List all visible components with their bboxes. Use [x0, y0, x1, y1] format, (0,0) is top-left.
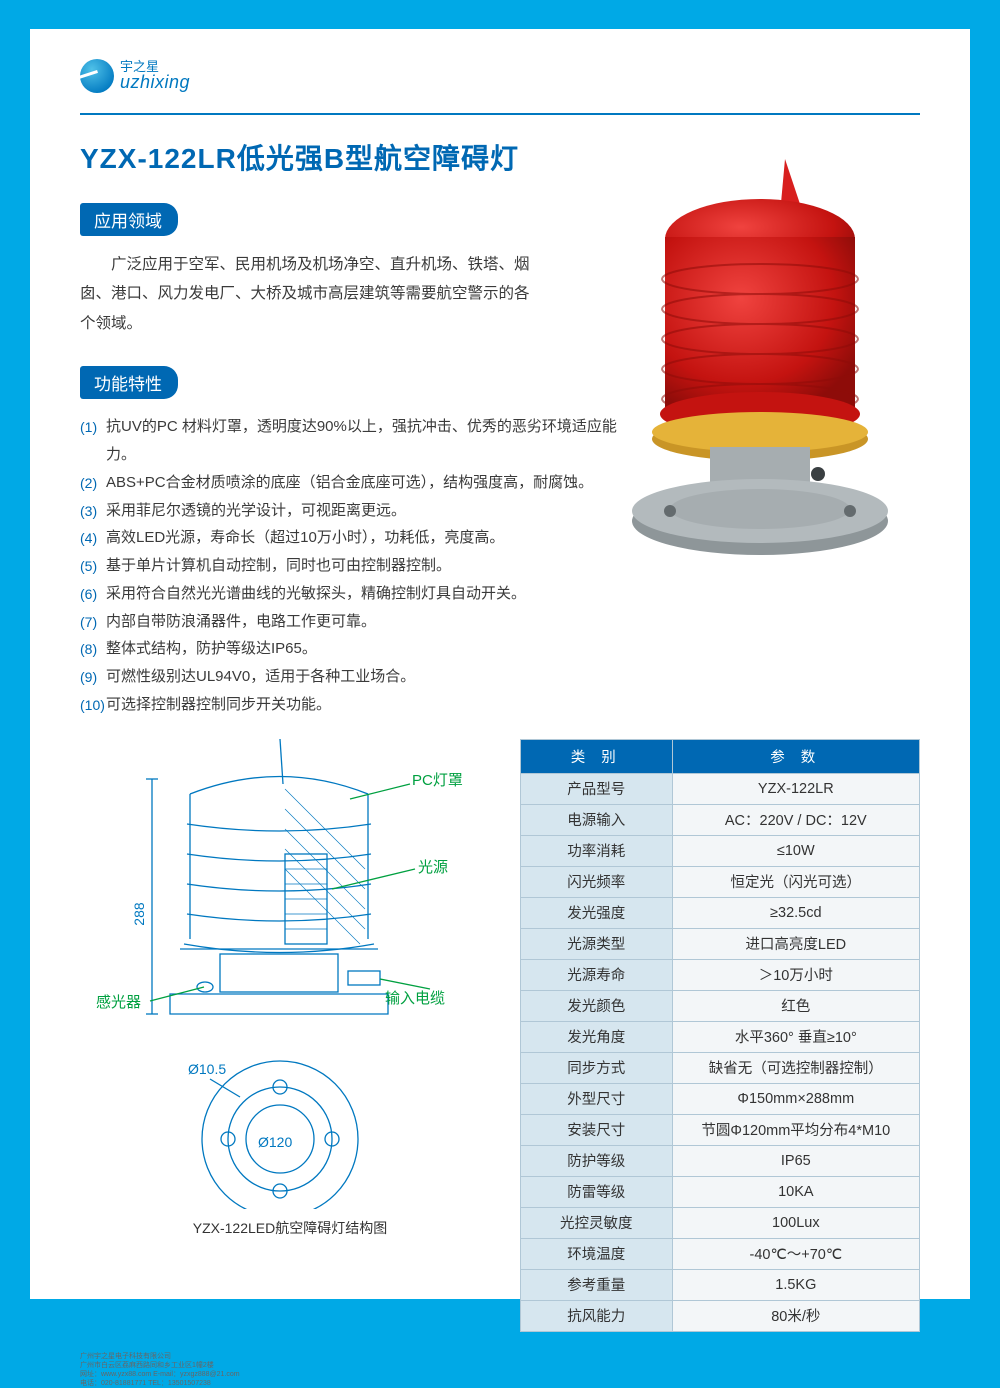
spec-row: 参考重量1.5KG [521, 1269, 920, 1300]
feature-list: (1)抗UV的PC 材料灯罩，透明度达90%以上，强抗冲击、优秀的恶劣环境适应能… [80, 413, 620, 718]
spec-row: 安装尺寸节圆Φ120mm平均分布4*M10 [521, 1114, 920, 1145]
feature-item: (10)可选择控制器控制同步开关功能。 [80, 691, 620, 719]
product-image [610, 159, 910, 569]
spec-row: 发光颜色红色 [521, 990, 920, 1021]
spec-table: 类 别 参 数 产品型号YZX-122LR电源输入AC：220V / DC：12… [520, 739, 920, 1332]
feature-item: (8)整体式结构，防护等级达IP65。 [80, 635, 620, 663]
structure-diagram: 288 PC灯罩 光源 感光器 输入电缆 [80, 739, 500, 1332]
spec-head-param: 参 数 [672, 739, 919, 773]
feature-item: (2)ABS+PC合金材质喷涂的底座（铝合金底座可选），结构强度高，耐腐蚀。 [80, 469, 620, 497]
application-text: 广泛应用于空军、民用机场及机场净空、直升机场、铁塔、烟囱、港口、风力发电厂、大桥… [80, 250, 540, 338]
spec-row: 电源输入AC：220V / DC：12V [521, 804, 920, 835]
spec-row: 光控灵敏度100Lux [521, 1207, 920, 1238]
feature-item: (5)基于单片计算机自动控制，同时也可由控制器控制。 [80, 552, 620, 580]
label-cable: 输入电缆 [385, 990, 445, 1007]
dim-top: Ø10.5 [188, 1061, 226, 1077]
brand-logo: 宇之星 uzhixing [80, 59, 920, 93]
section-header-features: 功能特性 [80, 366, 178, 399]
spec-row: 光源类型进口高亮度LED [521, 928, 920, 959]
feature-item: (9)可燃性级别达UL94V0，适用于各种工业场合。 [80, 663, 620, 691]
dim-height: 288 [131, 902, 147, 926]
feature-item: (4)高效LED光源，寿命长（超过10万小时），功耗低，亮度高。 [80, 524, 620, 552]
label-source: 光源 [418, 859, 448, 876]
title-rule [80, 113, 920, 115]
spec-row: 防护等级IP65 [521, 1145, 920, 1176]
spec-row: 防雷等级10KA [521, 1176, 920, 1207]
spec-row: 同步方式缺省无（可选控制器控制） [521, 1052, 920, 1083]
dim-pcd: Ø120 [258, 1134, 292, 1150]
feature-item: (6)采用符合自然光光谱曲线的光敏探头，精确控制灯具自动开关。 [80, 580, 620, 608]
spec-row: 产品型号YZX-122LR [521, 773, 920, 804]
diagram-caption: YZX-122LED航空障碍灯结构图 [80, 1218, 500, 1238]
spec-row: 闪光频率恒定光（闪光可选） [521, 866, 920, 897]
logo-en-text: uzhixing [120, 73, 190, 92]
label-cover: PC灯罩 [412, 772, 463, 789]
spec-row: 功率消耗≤10W [521, 835, 920, 866]
feature-item: (7)内部自带防浪涌器件，电路工作更可靠。 [80, 608, 620, 636]
feature-item: (3)采用菲尼尔透镜的光学设计，可视距离更远。 [80, 497, 620, 525]
spec-row: 抗风能力80米/秒 [521, 1300, 920, 1331]
spec-row: 发光角度水平360° 垂直≥10° [521, 1021, 920, 1052]
spec-row: 发光强度≥32.5cd [521, 897, 920, 928]
spec-row: 光源寿命＞10万小时 [521, 959, 920, 990]
spec-row: 环境温度-40℃～+70℃ [521, 1238, 920, 1269]
spec-head-category: 类 别 [521, 739, 673, 773]
logo-cn-text: 宇之星 [120, 60, 190, 74]
label-sensor: 感光器 [96, 994, 141, 1011]
logo-mark-icon [80, 59, 114, 93]
company-footer: 广州宇之星电子科技有限公司广州市白云区荔麻西路同和乡工业区1幢2楼网址：www.… [80, 1352, 920, 1388]
feature-item: (1)抗UV的PC 材料灯罩，透明度达90%以上，强抗冲击、优秀的恶劣环境适应能… [80, 413, 620, 469]
section-header-application: 应用领域 [80, 203, 178, 236]
spec-row: 外型尺寸Φ150mm×288mm [521, 1083, 920, 1114]
